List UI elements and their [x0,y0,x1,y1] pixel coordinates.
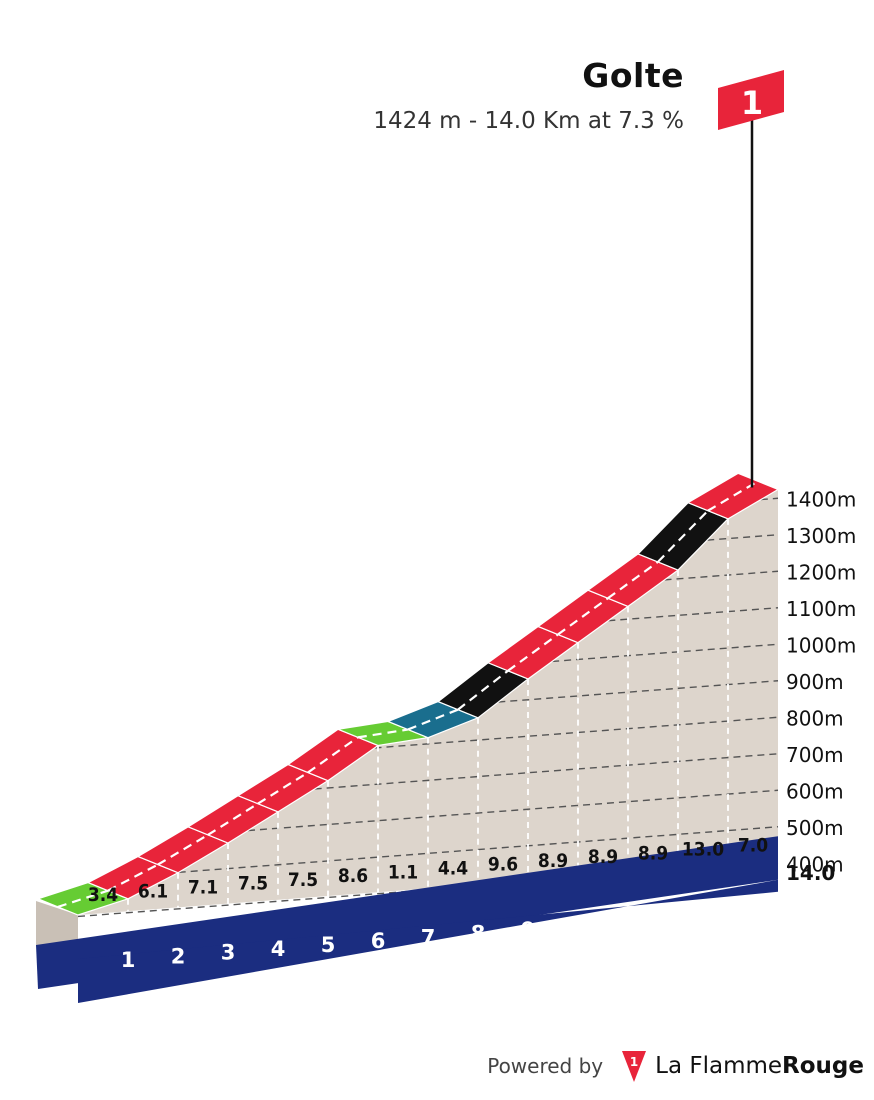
km-marker-label: 9 [521,918,536,942]
gradient-label: 1.1 [388,861,418,883]
gradient-label: 8.9 [638,842,668,864]
grid-line-1200m [664,570,779,581]
climb-subtitle: 1424 m - 14.0 Km at 7.3 % [373,108,684,134]
road-centerline-km-4 [207,802,259,836]
road-centerline-km-10 [507,633,559,672]
gradient-label: 6.1 [138,880,168,902]
y-axis-tick-label: 1100m [786,597,856,621]
y-axis-tick-label: 900m [786,670,844,694]
km-marker-label: 3 [221,941,236,965]
grid-line-700m [314,753,779,790]
brand-name: La FlammeRouge [655,1053,864,1079]
gradient-label: 9.6 [488,854,518,876]
road-centerline-km-7 [357,728,409,739]
road-centerline-km-14 [707,480,759,512]
road-centerline-km-8 [407,708,459,731]
grid-line-500m [178,826,779,874]
grid-line-1100m [608,607,779,622]
road-centerline-km-6 [307,736,359,774]
y-axis-tick-label: 800m [786,706,844,730]
gradient-label: 7.1 [188,877,218,899]
road-centerline-km-9 [457,669,509,711]
powered-by-footer: Powered by 1 La FlammeRouge [487,1046,864,1086]
km-marker-label: 7 [421,925,436,949]
climb-title: Golte [582,56,684,95]
km-marker-label: 13 [713,903,742,927]
road-centerline-km-13 [657,509,709,563]
km-marker-label: 11 [613,910,642,934]
gradient-label: 3.4 [88,884,118,906]
gradient-label: 8.6 [338,865,368,887]
km-marker-label: 4 [271,937,286,961]
gradient-label: 8.9 [588,846,618,868]
category-flag [718,70,784,130]
road-centerline-km-12 [607,561,659,600]
total-distance-label: 14.0 [786,861,835,885]
km-marker-label: 1 [121,948,136,972]
km-marker-label: 6 [371,929,386,953]
category-number: 1 [741,84,763,122]
grid-line-800m [374,716,779,749]
brand-name-bold: Rouge [782,1053,864,1079]
km-marker-label: 5 [321,933,336,957]
base-ribbon-front [78,879,778,1003]
road-centerline-km-11 [557,597,609,636]
grid-line-1000m [552,643,779,663]
gradient-label: 7.5 [288,869,318,891]
road-centerline-km-2 [107,863,159,892]
y-axis-tick-label: 500m [786,816,844,840]
brand-name-regular: La Flamme [655,1053,783,1079]
gradient-label: 7.5 [238,873,268,895]
y-axis-tick-label: 600m [786,779,844,803]
y-axis-tick-label: 400m [786,852,844,876]
road-centerline-km-1 [57,889,109,908]
gradient-label: 7.0 [738,835,768,857]
la-flamme-rouge-logo: 1 [622,1051,647,1082]
km-marker-label: 2 [171,944,186,968]
powered-by-label: Powered by [487,1054,604,1078]
km-marker-label: 12 [663,906,692,930]
y-axis-tick-label: 1000m [786,633,856,657]
gradient-label: 8.9 [538,850,568,872]
svg-text:1: 1 [630,1055,638,1069]
grid-line-900m [498,680,779,703]
grid-line-600m [247,789,779,832]
gradient-label: 4.4 [438,858,468,880]
gradient-label: 13.0 [682,839,724,861]
km-marker-label: 10 [563,914,592,938]
y-axis-tick-label: 1400m [786,487,856,511]
road-centerline-km-3 [157,833,209,866]
y-axis-tick-label: 1300m [786,524,856,548]
road-segment-km-14 [686,472,780,520]
terrain-area [78,489,778,915]
grid-line-1400m [760,497,779,501]
road-centerline-km-5 [257,771,309,805]
km-marker-label: 8 [471,922,486,946]
y-axis-tick-label: 1200m [786,560,856,584]
y-axis-tick-label: 700m [786,743,844,767]
